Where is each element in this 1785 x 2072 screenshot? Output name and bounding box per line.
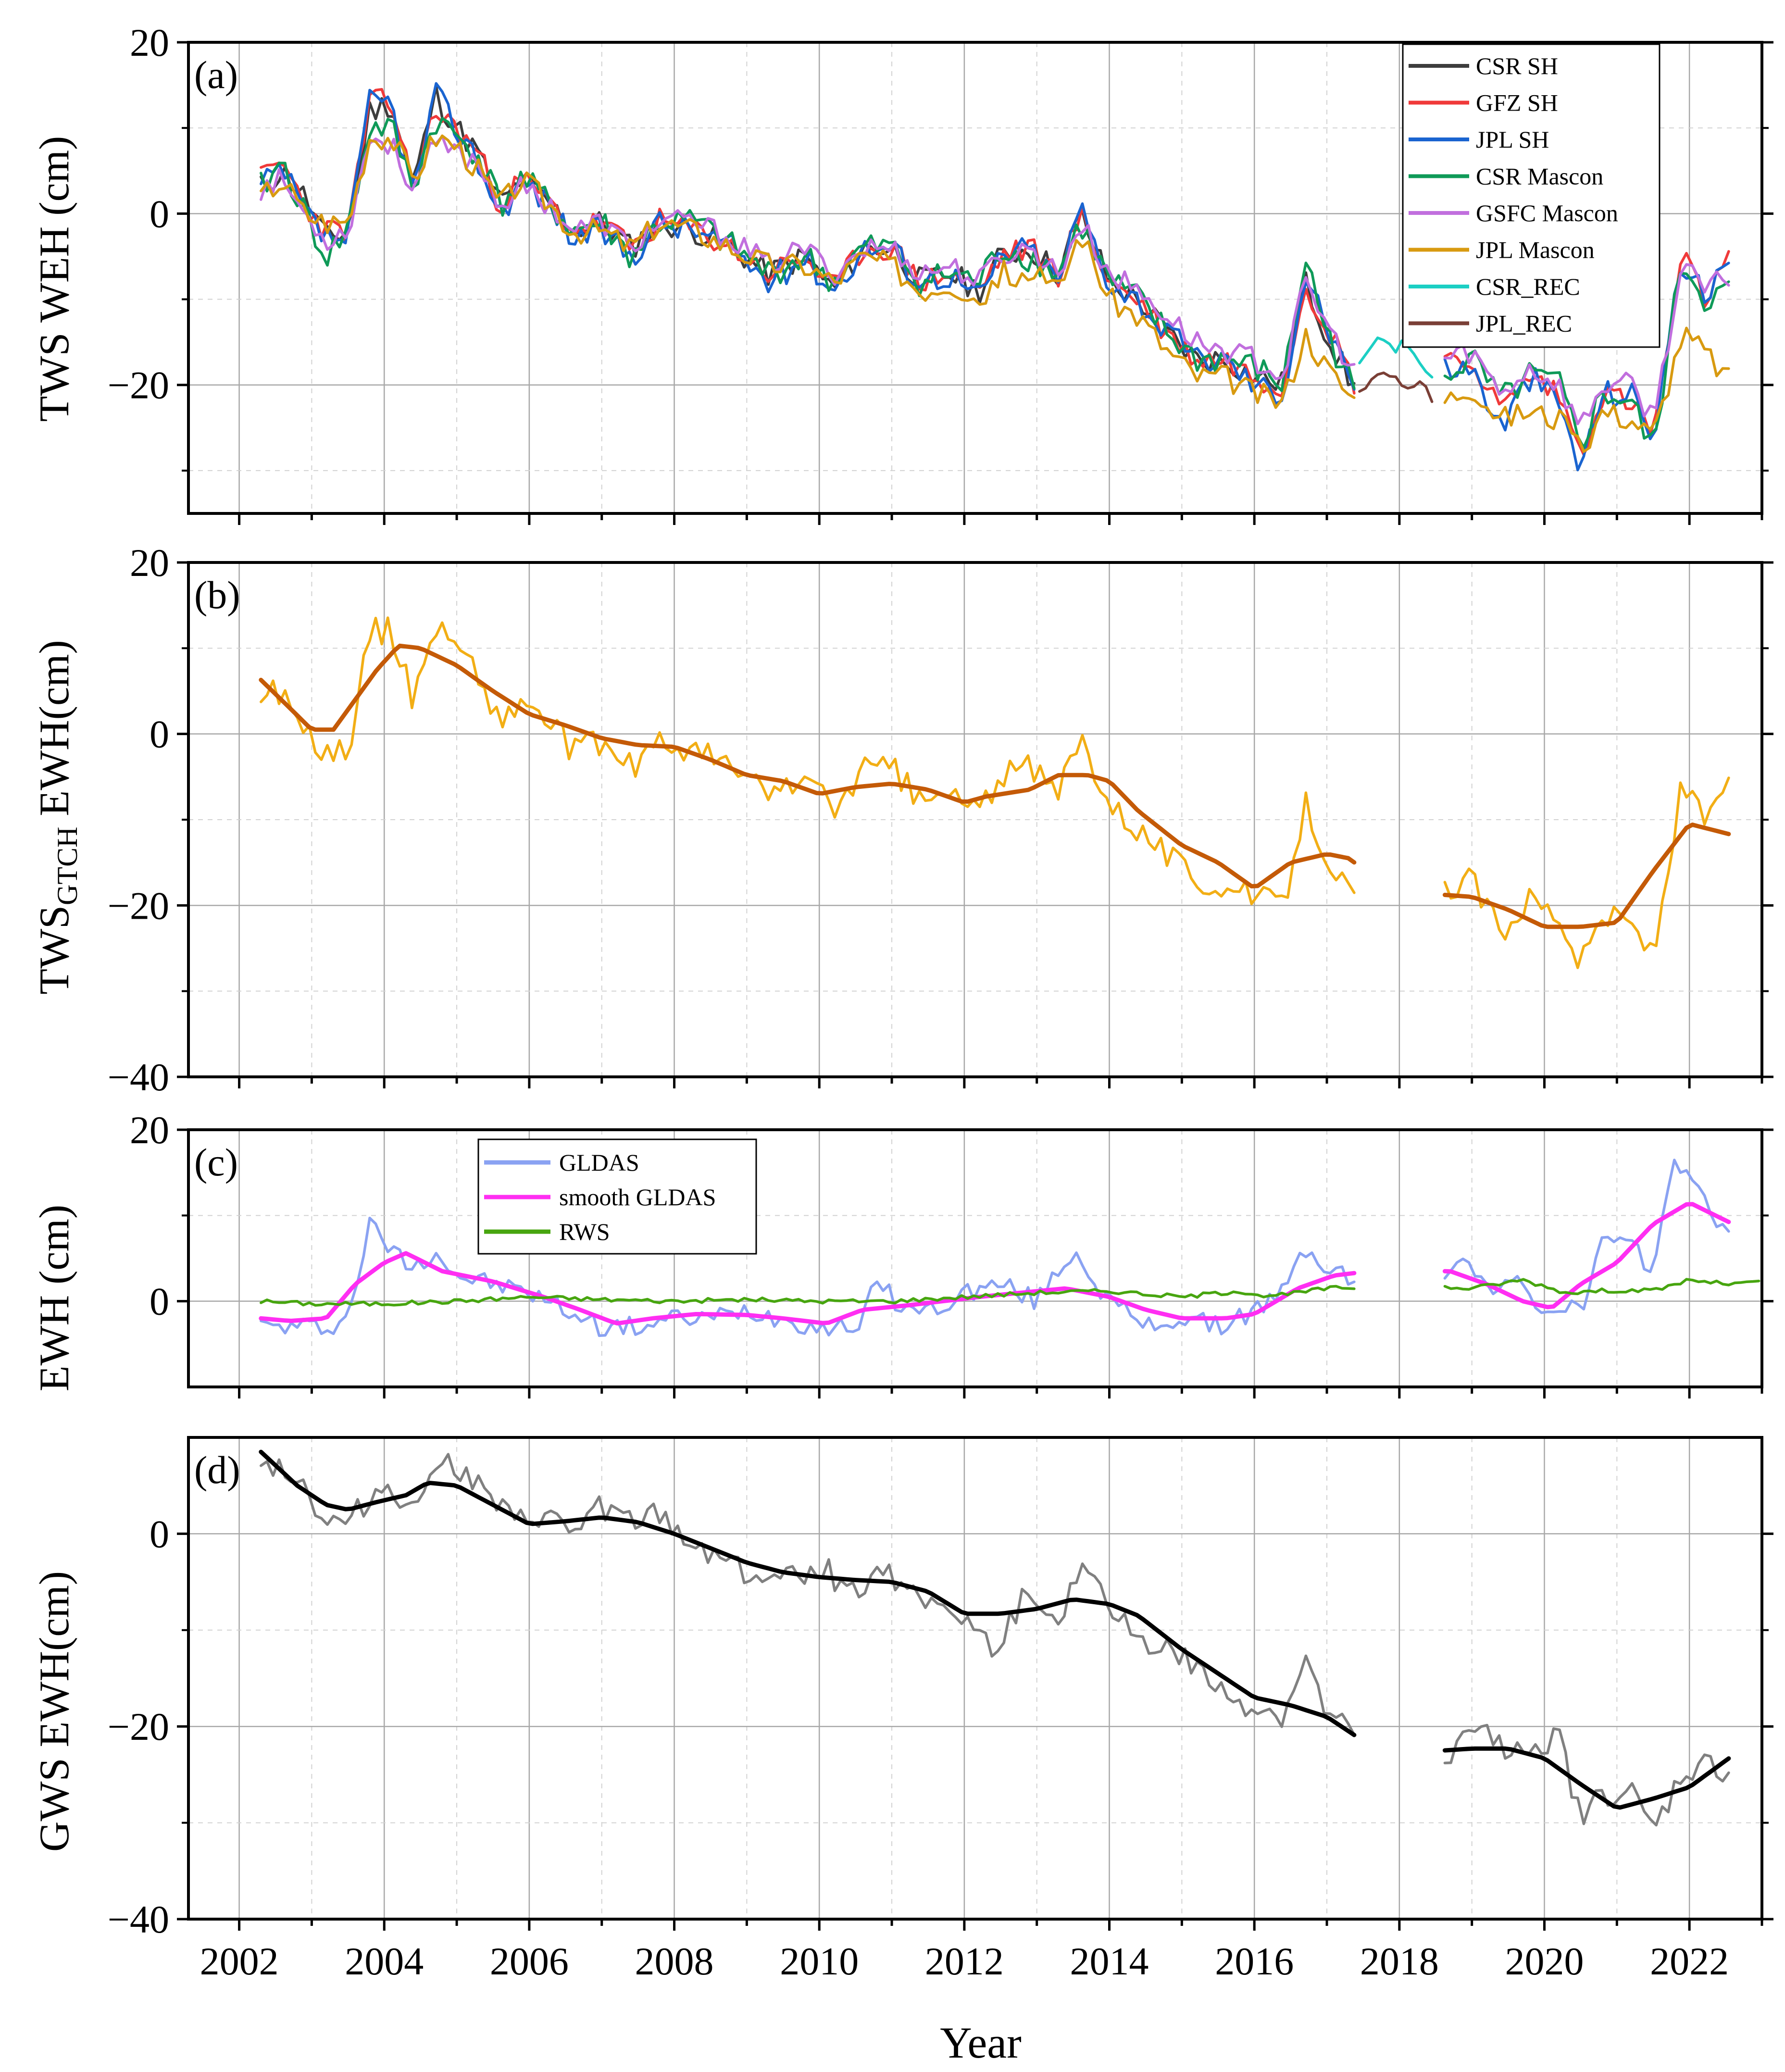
legend-label-smooth-gldas: smooth GLDAS	[559, 1184, 716, 1211]
x-tick-label: 2012	[925, 1939, 1004, 1983]
panel-c-y-axis-label: EWH (cm)	[31, 1205, 78, 1391]
panel-c-frame	[187, 1128, 1763, 1388]
x-tick-label: 2010	[780, 1939, 859, 1983]
panel-c-label: (c)	[194, 1140, 238, 1184]
x-tick-label: 2006	[490, 1939, 569, 1983]
panel-d-frame	[187, 1436, 1763, 1921]
panel-b-y-label-main: TWS	[31, 905, 78, 995]
panel-a-legend-box	[1402, 43, 1660, 348]
legend-label-gsfc-mascon: GSFC Mascon	[1476, 200, 1618, 226]
legend-label-rws: RWS	[559, 1218, 610, 1245]
panel-a-ytick-label: −20	[108, 363, 169, 407]
panel-a: 20 0 −20 (a) CSR SH GFZ SH JPL SH CSR Mascon GSF…	[108, 21, 1773, 525]
panel-b-y-axis-label: TWSGTCH EWH(cm)	[31, 640, 83, 995]
panel-c-ytick-label: 0	[150, 1280, 169, 1323]
x-tick-label: 2008	[635, 1939, 714, 1983]
panel-d-ytick-label: −20	[108, 1705, 169, 1748]
series-gldas	[260, 1159, 1730, 1337]
panel-c-legend: GLDAS smooth GLDAS RWS	[477, 1138, 757, 1255]
panel-d-y-axis-label: GWS EWH(cm)	[31, 1571, 78, 1852]
panel-b-ytick-label: 0	[150, 712, 169, 756]
panel-d-ytick-label: −40	[108, 1897, 169, 1941]
panel-b: 20 0 −20 −40 (b)	[108, 541, 1773, 1099]
panel-d-ytick-label: 0	[150, 1512, 169, 1556]
panel-a-label: (a)	[194, 53, 238, 97]
legend-label-csr-rec: CSR_REC	[1476, 273, 1580, 300]
panel-a-plot-area	[260, 82, 1730, 472]
x-tick-label: 2004	[345, 1939, 424, 1983]
panel-d-label: (d)	[194, 1448, 240, 1492]
panel-d-plot-area	[259, 1449, 1731, 1827]
legend-label-jpl-sh: JPL SH	[1476, 126, 1549, 153]
panel-c-ytick-label: 20	[130, 1108, 169, 1152]
panel-c: 20 0 (c) GLDAS smooth GLDAS RWS	[130, 1108, 1773, 1398]
x-tick-label: 2016	[1215, 1939, 1294, 1983]
x-tick-label: 2022	[1650, 1939, 1729, 1983]
legend-label-csr-mascon: CSR Mascon	[1476, 163, 1603, 190]
series-jpl-mascon	[260, 134, 1730, 453]
legend-label-gfz-sh: GFZ SH	[1476, 89, 1558, 116]
panel-c-plot-area	[259, 1159, 1760, 1337]
series-csr-rec	[1358, 336, 1434, 379]
legend-label-jpl-rec: JPL_REC	[1476, 310, 1572, 337]
x-axis-label: Year	[940, 2018, 1022, 2067]
series-smooth-gws	[259, 1449, 1731, 1810]
panel-b-y-label-subscript: GTCH	[51, 827, 83, 905]
panel-b-plot-area	[259, 616, 1731, 969]
legend-label-csr-sh: CSR SH	[1476, 52, 1558, 79]
x-tick-label: 2002	[200, 1939, 279, 1983]
panel-b-ytick-label: 20	[130, 541, 169, 585]
x-tick-label: 2018	[1360, 1939, 1439, 1983]
series-smooth-gldas	[259, 1202, 1731, 1326]
series-gsfc-mascon	[260, 135, 1730, 425]
panel-a-ytick-label: 20	[130, 21, 169, 64]
panel-d: 0 −20 −40 2002 2004 2006 2008 2010 2012 2014 2016 2…	[108, 1436, 1773, 1983]
x-tick-label: 2014	[1070, 1939, 1149, 1983]
panel-a-legend: CSR SH GFZ SH JPL SH CSR Mascon GSFC Mascon J…	[1402, 43, 1660, 348]
panel-b-y-label-rest: EWH(cm)	[31, 640, 78, 826]
series-rws	[260, 1278, 1760, 1307]
panel-a-y-axis-label: TWS WEH (cm)	[31, 136, 78, 422]
panel-a-ytick-label: 0	[150, 192, 169, 236]
x-tick-label: 2020	[1505, 1939, 1584, 1983]
panel-b-ytick-label: −40	[108, 1055, 169, 1099]
series-smooth-tws-gtch	[259, 643, 1731, 929]
panel-b-label: (b)	[194, 573, 240, 617]
panel-b-ytick-label: −20	[108, 884, 169, 927]
series-jpl-rec	[1358, 371, 1434, 403]
panel-a-frame	[187, 41, 1763, 515]
legend-label-gldas: GLDAS	[559, 1149, 639, 1176]
legend-label-jpl-mascon: JPL Mascon	[1476, 237, 1595, 263]
